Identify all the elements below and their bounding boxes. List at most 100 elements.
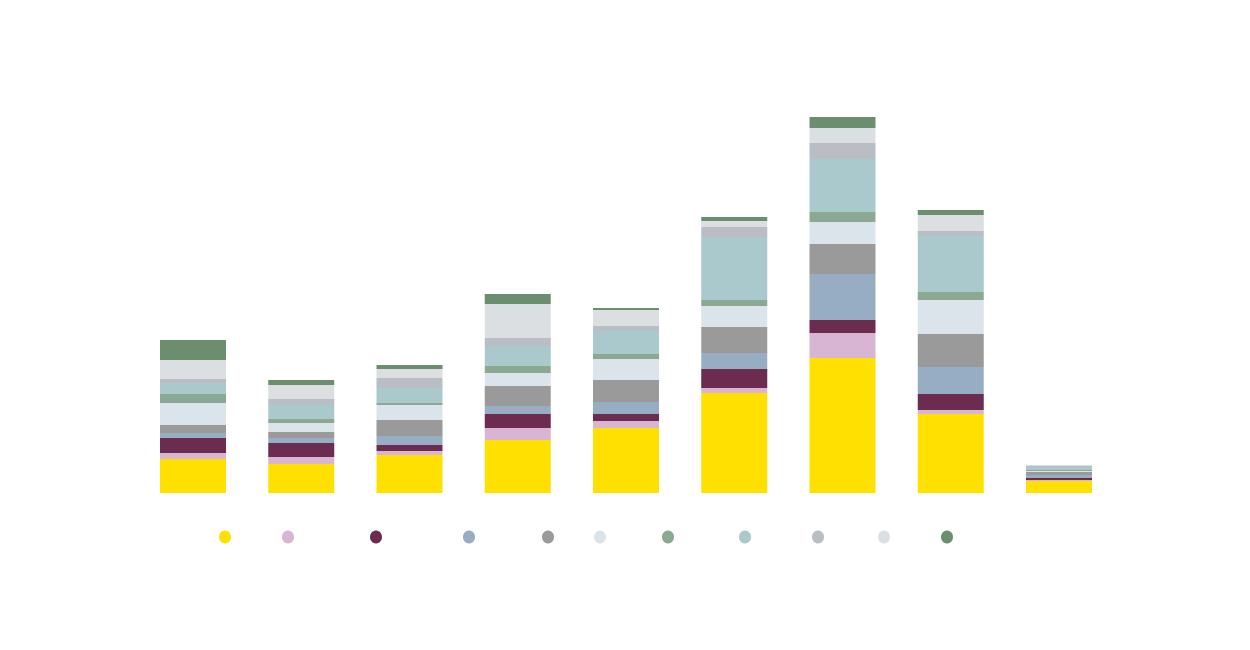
bar-segment-4-series-6	[484, 373, 551, 386]
bar-segment-9-series-4	[1026, 475, 1092, 478]
bar-segment-9-series-10	[1026, 465, 1092, 466]
legend	[219, 530, 953, 544]
bar-segment-7-series-2	[809, 333, 876, 358]
bar-segment-7-series-7	[809, 212, 876, 222]
bar-segment-2-series-5	[268, 432, 335, 438]
bar-segment-8-series-11	[917, 210, 984, 215]
bar-segment-7-series-11	[809, 117, 876, 128]
bar-segment-7-series-6	[809, 222, 876, 244]
bar-segment-9-series-5	[1026, 472, 1092, 475]
bar-segment-2-series-6	[268, 423, 335, 432]
bar-segment-6-series-10	[701, 221, 768, 227]
bar-segment-3-series-9	[376, 378, 443, 388]
bar-segment-6-series-4	[701, 353, 768, 369]
bar-segment-9-series-3	[1026, 478, 1092, 480]
bar-segment-6-series-3	[701, 369, 768, 388]
bar-segment-7-series-4	[809, 274, 876, 320]
bar-segment-2-series-9	[268, 399, 335, 405]
legend-marker-series-3[interactable]	[370, 530, 382, 544]
bar-segment-1-series-1	[160, 459, 226, 493]
bar-segment-8-series-1	[917, 414, 984, 493]
bar-segment-7-series-8	[809, 159, 876, 212]
bar-segment-7-series-9	[809, 143, 876, 159]
bar-segment-7-series-1	[809, 358, 876, 493]
bar-segment-4-series-5	[484, 386, 551, 406]
bar-segment-7-series-3	[809, 320, 876, 333]
legend-marker-series-9[interactable]	[812, 530, 824, 544]
bar-segment-8-series-8	[917, 236, 984, 292]
bar-segment-8-series-7	[917, 292, 984, 300]
bar-segment-2-series-2	[268, 457, 335, 464]
legend-marker-series-6[interactable]	[594, 530, 606, 544]
legend-marker-series-1[interactable]	[219, 530, 231, 544]
bar-segment-5-series-10	[593, 310, 659, 326]
bar-segment-3-series-4	[376, 436, 443, 445]
bar-segment-3-series-11	[376, 365, 443, 369]
legend-marker-series-4[interactable]	[463, 530, 475, 544]
bar-segment-3-series-5	[376, 420, 443, 436]
bar-segment-3-series-3	[376, 445, 443, 451]
bar-segment-5-series-7	[593, 354, 659, 359]
bar-segment-4-series-4	[484, 406, 551, 414]
bar-segment-4-series-8	[484, 346, 551, 366]
legend-marker-series-10[interactable]	[878, 530, 890, 544]
bar-segment-3-series-8	[376, 388, 443, 403]
bar-segment-1-series-6	[160, 403, 226, 425]
bar-segment-3-series-2	[376, 451, 443, 455]
bar-segment-1-series-2	[160, 453, 226, 459]
bar-segment-4-series-3	[484, 414, 551, 428]
bar-segment-9-series-6	[1026, 471, 1092, 472]
bar-segment-5-series-6	[593, 359, 659, 380]
bar-segment-8-series-5	[917, 334, 984, 367]
bar-segment-2-series-3	[268, 443, 335, 457]
bar-segment-7-series-10	[809, 128, 876, 143]
bar-segment-2-series-11	[268, 380, 335, 385]
bar-segment-4-series-1	[484, 440, 551, 493]
bar-segment-8-series-4	[917, 367, 984, 394]
bar-segment-5-series-3	[593, 414, 659, 421]
bar-segment-3-series-7	[376, 403, 443, 405]
bar-segment-2-series-10	[268, 385, 335, 399]
bar-segment-5-series-5	[593, 380, 659, 402]
bar-segment-9-series-2	[1026, 480, 1092, 481]
bar-segment-2-series-1	[268, 464, 335, 493]
bar-segment-2-series-8	[268, 405, 335, 419]
bar-segment-8-series-6	[917, 300, 984, 334]
bar-segment-4-series-10	[484, 304, 551, 338]
bar-segment-4-series-9	[484, 338, 551, 346]
bar-segment-6-series-6	[701, 306, 768, 327]
bar-segment-6-series-2	[701, 388, 768, 393]
bar-segment-3-series-10	[376, 369, 443, 378]
bar-segment-6-series-7	[701, 300, 768, 306]
bar-segment-1-series-4	[160, 433, 226, 438]
bar-segment-1-series-7	[160, 394, 226, 403]
bar-segment-1-series-3	[160, 438, 226, 453]
bar-segment-3-series-6	[376, 405, 443, 420]
bar-segment-1-series-10	[160, 360, 226, 379]
bar-segment-5-series-2	[593, 421, 659, 428]
legend-marker-series-2[interactable]	[282, 530, 294, 544]
bar-segment-5-series-11	[593, 308, 659, 310]
bar-segment-9-series-8	[1026, 467, 1092, 470]
bar-segment-4-series-7	[484, 366, 551, 373]
bar-segment-3-series-1	[376, 455, 443, 493]
bar-segment-2-series-4	[268, 438, 335, 443]
bars-group	[160, 117, 1092, 493]
bar-segment-2-series-7	[268, 419, 335, 423]
legend-marker-series-5[interactable]	[542, 530, 554, 544]
bar-segment-5-series-1	[593, 428, 659, 493]
bar-segment-8-series-10	[917, 215, 984, 231]
bar-segment-6-series-11	[701, 217, 768, 221]
bar-segment-6-series-5	[701, 327, 768, 353]
bar-segment-6-series-9	[701, 227, 768, 237]
bar-segment-1-series-9	[160, 379, 226, 383]
bar-segment-1-series-5	[160, 425, 226, 433]
bar-segment-8-series-3	[917, 394, 984, 410]
bar-segment-5-series-8	[593, 331, 659, 354]
legend-marker-series-11[interactable]	[941, 530, 953, 544]
bar-segment-9-series-7	[1026, 470, 1092, 471]
bar-segment-7-series-5	[809, 244, 876, 274]
legend-marker-series-7[interactable]	[662, 530, 674, 544]
legend-marker-series-8[interactable]	[739, 530, 751, 544]
